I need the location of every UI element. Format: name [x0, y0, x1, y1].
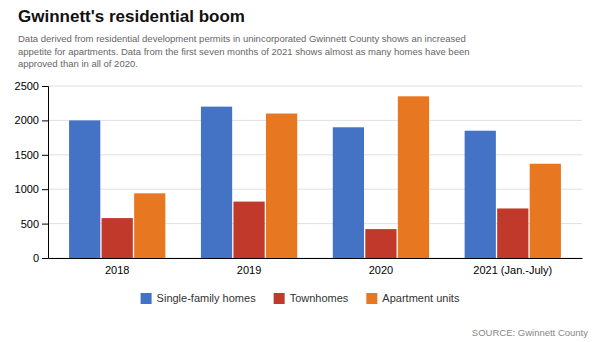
bar: [266, 114, 297, 258]
bar: [465, 131, 496, 258]
bars: [69, 96, 561, 258]
bar: [233, 202, 264, 258]
legend-item: Townhomes: [274, 292, 349, 304]
tick-label: 2021 (Jan.-July): [473, 264, 552, 276]
title: Gwinnett's residential boom: [18, 7, 245, 26]
grid-line: [48, 86, 582, 87]
bar: [102, 218, 133, 258]
bar-series: [102, 202, 529, 258]
bar: [333, 127, 364, 258]
tick: 1000: [15, 183, 48, 195]
tick-mark: [42, 258, 48, 259]
x-axis: 2018 2019 2020 2021 (Jan.-July): [49, 259, 583, 276]
tick: 2500: [15, 80, 48, 92]
tick: 500: [21, 218, 48, 230]
legend-swatch: [274, 293, 285, 304]
grid-line: [48, 154, 582, 155]
axis-line: [49, 258, 583, 259]
legend-label: Single-family homes: [157, 292, 257, 304]
tick: 0: [33, 252, 48, 264]
subtitle: Data derived from residential developmen…: [18, 33, 469, 69]
legend-label: Apartment units: [382, 292, 460, 304]
tick-label: 1000: [15, 183, 39, 195]
tick: 2018: [105, 264, 129, 276]
chart: Gwinnett's residential boom Data derived …: [0, 0, 600, 342]
tick: 1500: [15, 149, 48, 161]
grid-line: [48, 189, 582, 190]
bar-series: [69, 107, 496, 258]
tick-mark: [42, 155, 48, 156]
tick: 2000: [15, 114, 48, 126]
tick-mark: [42, 189, 48, 190]
bar-series: [134, 96, 561, 258]
bar: [365, 229, 396, 258]
tick-label: 500: [21, 218, 39, 230]
tick: 2019: [237, 264, 261, 276]
bar: [134, 193, 165, 258]
tick: 2020: [369, 264, 393, 276]
axis-line: [42, 87, 49, 259]
tick-label: 0: [33, 252, 39, 264]
legend-item: Single-family homes: [141, 292, 257, 304]
legend-item: Apartment units: [366, 292, 460, 304]
tick-label: 2000: [15, 114, 39, 126]
tick-label: 2018: [105, 264, 129, 276]
tick-label: 2019: [237, 264, 261, 276]
legend-swatch: [366, 293, 377, 304]
plot: 0 500 1000 1500 2000 2500 2018 2019 2020 2021 (Ja…: [15, 80, 583, 276]
tick: 2021 (Jan.-July): [473, 264, 552, 276]
tick-mark: [42, 120, 48, 121]
tick-label: 1500: [15, 149, 39, 161]
bar: [497, 208, 528, 258]
legend: Single-family homes Townhomes Apartment un…: [141, 292, 460, 304]
bar: [69, 120, 100, 258]
legend-label: Townhomes: [290, 292, 349, 304]
bar: [398, 96, 429, 258]
tick-mark: [42, 86, 48, 87]
grid: [48, 86, 582, 258]
tick-label: 2020: [369, 264, 393, 276]
bar: [201, 107, 232, 258]
source: SOURCE: Gwinnett County: [472, 327, 588, 338]
tick-mark: [42, 224, 48, 225]
grid-line: [48, 120, 582, 121]
legend-swatch: [141, 293, 152, 304]
bar: [530, 164, 561, 258]
tick-label: 2500: [15, 80, 39, 92]
y-axis: 0 500 1000 1500 2000 2500: [15, 80, 49, 264]
